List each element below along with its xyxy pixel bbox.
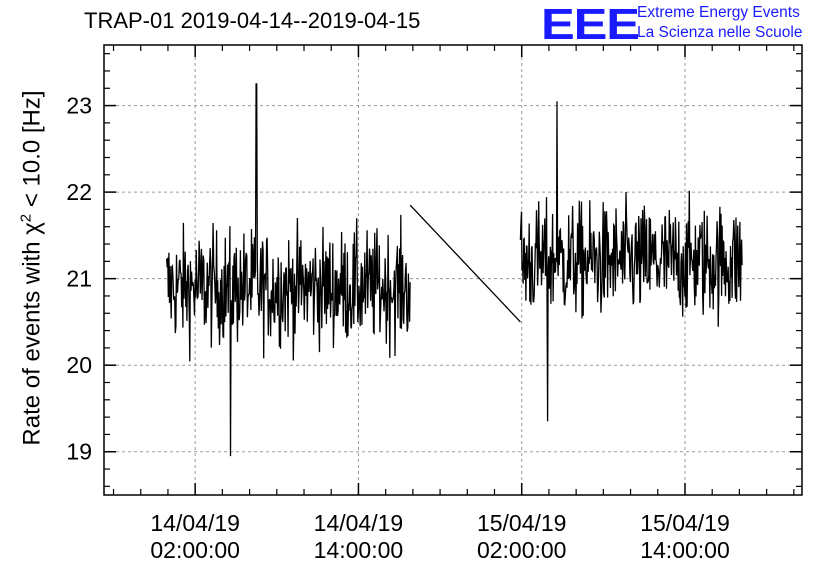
org-line-1: Extreme Energy Events bbox=[637, 4, 800, 21]
x-tick-label-date: 14/04/19 bbox=[150, 510, 240, 536]
y-tick-label: 23 bbox=[66, 93, 92, 119]
chart-title: TRAP-01 2019-04-14--2019-04-15 bbox=[84, 8, 421, 33]
org-line-2: La Scienza nelle Scuole bbox=[637, 24, 803, 41]
data-layer bbox=[165, 83, 743, 457]
eee-logo: EEE bbox=[541, 0, 640, 49]
org-text: Extreme Energy Events La Scienza nelle S… bbox=[637, 3, 802, 43]
x-tick-label-time: 02:00:00 bbox=[477, 537, 567, 563]
x-tick-label-time: 14:00:00 bbox=[314, 537, 404, 563]
y-axis-label-prefix: Rate of events with χ bbox=[18, 222, 46, 446]
rate-series-line bbox=[165, 83, 743, 457]
y-axis-label-sup: 2 bbox=[17, 213, 35, 223]
grid-layer bbox=[104, 45, 802, 495]
x-tick-label-time: 02:00:00 bbox=[150, 537, 240, 563]
x-tick-label-time: 14:00:00 bbox=[640, 537, 730, 563]
y-axis-label-suffix: < 10.0 [Hz] bbox=[18, 90, 46, 214]
y-tick-label: 20 bbox=[66, 352, 92, 378]
x-tick-label-date: 15/04/19 bbox=[640, 510, 730, 536]
x-tick-label-date: 14/04/19 bbox=[314, 510, 404, 536]
y-tick-label: 19 bbox=[66, 439, 92, 465]
tick-label-layer: 192021222314/04/1902:00:0014/04/1914:00:… bbox=[66, 93, 729, 563]
y-tick-label: 22 bbox=[66, 179, 92, 205]
y-axis-label: Rate of events with χ2 < 10.0 [Hz] bbox=[18, 90, 47, 445]
x-tick-label-date: 15/04/19 bbox=[477, 510, 567, 536]
tick-layer bbox=[104, 45, 802, 495]
y-tick-label: 21 bbox=[66, 266, 92, 292]
plot-frame bbox=[103, 44, 803, 496]
